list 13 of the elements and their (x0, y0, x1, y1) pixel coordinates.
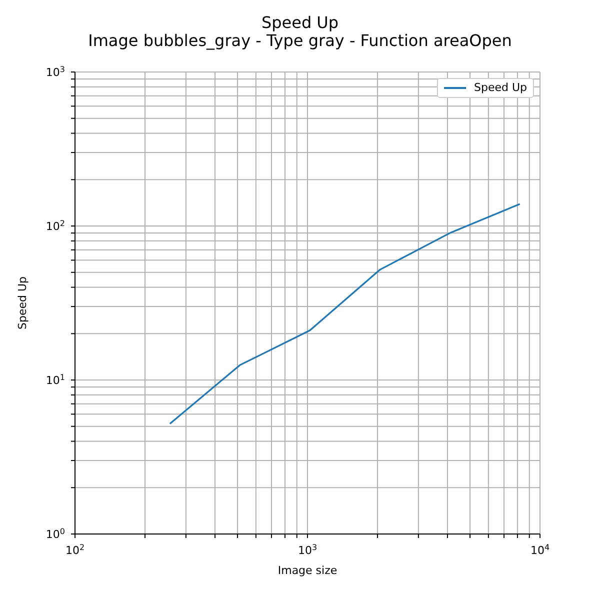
y-tick-label: 10$^{2}$ (46, 218, 65, 233)
y-axis-title: Speed Up (16, 276, 29, 330)
chart-subtitle: Image bubbles_gray - Type gray - Function areaOpen (87, 31, 513, 50)
y-tick-label: 10$^{1}$ (46, 372, 65, 387)
legend-label: Speed Up (474, 81, 527, 95)
y-tick-label: 10$^{0}$ (46, 526, 65, 541)
line-series (169, 203, 521, 425)
y-tick-label: 10$^{3}$ (46, 64, 65, 79)
chart-title: Speed Up (260, 13, 340, 32)
x-tick-label: 10$^{4}$ (530, 542, 550, 557)
x-tick-label: 10$^{2}$ (65, 542, 85, 557)
x-tick-label: 10$^{3}$ (298, 542, 318, 557)
x-axis-title: Image size (278, 564, 338, 577)
